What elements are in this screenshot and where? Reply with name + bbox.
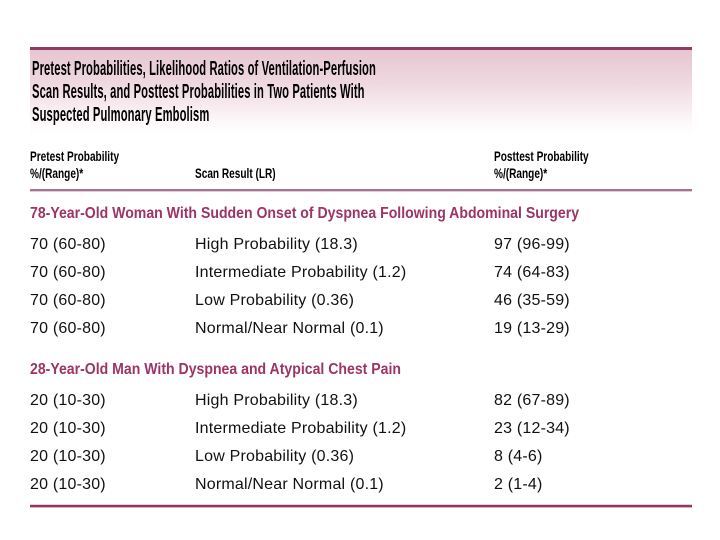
cell-pretest-probability: 20 (10-30)	[30, 476, 106, 493]
section-heading-78-year-old-woman: 78-Year-Old Woman With Sudden Onset of D…	[30, 205, 580, 222]
cell-posttest-probability: 97 (96-99)	[494, 236, 570, 253]
cell-scan-result: High Probability (18.3)	[195, 236, 358, 253]
cell-scan-result: High Probability (18.3)	[195, 392, 358, 409]
column-header-scan-result-label: Scan Result (LR)	[195, 165, 276, 181]
bottom-rule	[30, 505, 692, 507]
cell-pretest-probability: 70 (60-80)	[30, 236, 106, 253]
cell-posttest-probability: 23 (12-34)	[494, 420, 570, 437]
column-header-scan-result: Scan Result (LR)	[195, 165, 276, 182]
column-header-posttest-probability: Posttest Probability %/(Range)*	[494, 148, 589, 182]
table-row: 70 (60-80) Low Probability (0.36) 46 (35…	[30, 291, 692, 311]
cell-pretest-probability: 70 (60-80)	[30, 320, 106, 337]
cell-posttest-probability: 46 (35-59)	[494, 292, 570, 309]
table-row: 20 (10-30) Normal/Near Normal (0.1) 2 (1…	[30, 475, 692, 495]
cell-posttest-probability: 74 (64-83)	[494, 264, 570, 281]
table-row: 70 (60-80) Intermediate Probability (1.2…	[30, 263, 692, 283]
table-title-line-2: Scan Results, and Posttest Probabilities…	[32, 81, 365, 103]
table-row: 20 (10-30) High Probability (18.3) 82 (6…	[30, 391, 692, 411]
cell-pretest-probability: 70 (60-80)	[30, 292, 106, 309]
table-row: 70 (60-80) Normal/Near Normal (0.1) 19 (…	[30, 319, 692, 339]
pretest-posttest-table: Pretest Probabilities, Likelihood Ratios…	[30, 47, 692, 509]
cell-scan-result: Normal/Near Normal (0.1)	[195, 320, 384, 337]
table-row: 20 (10-30) Low Probability (0.36) 8 (4-6…	[30, 447, 692, 467]
cell-posttest-probability: 82 (67-89)	[494, 392, 570, 409]
cell-posttest-probability: 19 (13-29)	[494, 320, 570, 337]
cell-pretest-probability: 70 (60-80)	[30, 264, 106, 281]
column-header-posttest-line-1: Posttest Probability	[494, 148, 589, 164]
cell-scan-result: Normal/Near Normal (0.1)	[195, 476, 384, 493]
table-row: 20 (10-30) Intermediate Probability (1.2…	[30, 419, 692, 439]
cell-posttest-probability: 2 (1-4)	[494, 476, 543, 493]
cell-posttest-probability: 8 (4-6)	[494, 448, 543, 465]
cell-pretest-probability: 20 (10-30)	[30, 420, 106, 437]
column-header-pretest-probability: Pretest Probability %/(Range)*	[30, 148, 119, 182]
table-title-line-1: Pretest Probabilities, Likelihood Ratios…	[32, 58, 376, 80]
header-rule	[30, 189, 692, 191]
cell-scan-result: Intermediate Probability (1.2)	[195, 264, 407, 281]
table-title-block: Pretest Probabilities, Likelihood Ratios…	[30, 50, 692, 136]
cell-scan-result: Intermediate Probability (1.2)	[195, 420, 407, 437]
cell-pretest-probability: 20 (10-30)	[30, 448, 106, 465]
table-title-line-3: Suspected Pulmonary Embolism	[32, 104, 210, 126]
table-top-accent-bar	[30, 47, 692, 50]
section-heading-28-year-old-man: 28-Year-Old Man With Dyspnea and Atypica…	[30, 361, 402, 378]
column-header-pretest-line-2: %/(Range)*	[30, 165, 84, 181]
column-header-posttest-line-2: %/(Range)*	[494, 165, 548, 181]
column-header-pretest-line-1: Pretest Probability	[30, 148, 120, 164]
cell-scan-result: Low Probability (0.36)	[195, 292, 355, 309]
table-row: 70 (60-80) High Probability (18.3) 97 (9…	[30, 235, 692, 255]
cell-scan-result: Low Probability (0.36)	[195, 448, 355, 465]
cell-pretest-probability: 20 (10-30)	[30, 392, 106, 409]
